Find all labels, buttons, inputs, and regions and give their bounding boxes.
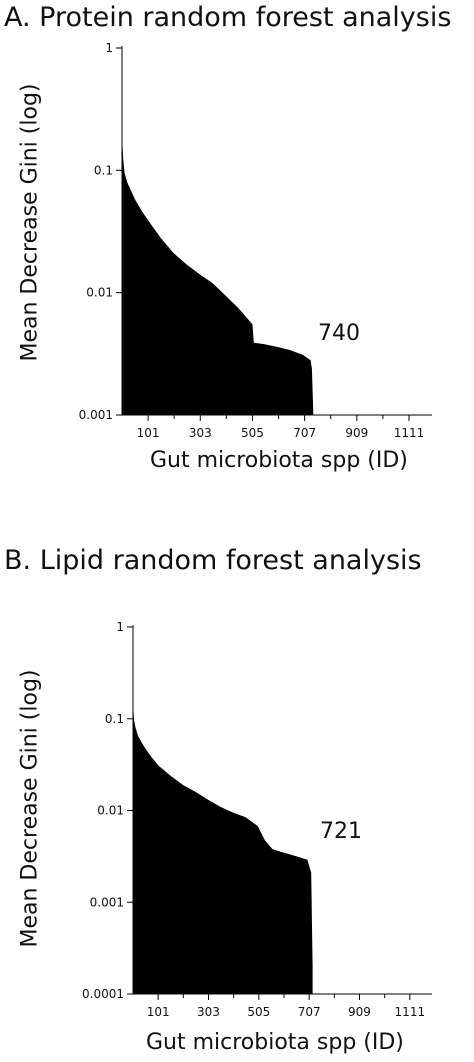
b-xtick-label: 707 <box>298 1005 321 1019</box>
b-xtick-label: 303 <box>197 1005 220 1019</box>
b-xtick-label: 1111 <box>395 1005 426 1019</box>
a-ytick-label: 0.1 <box>94 163 113 177</box>
a-xtick-label: 303 <box>189 426 212 440</box>
b-xtick-label: 505 <box>247 1005 270 1019</box>
a-ytick-label: 1 <box>105 41 113 55</box>
panel-a-title: A. Protein random forest analysis <box>4 2 452 33</box>
a-xtick-label: 909 <box>345 426 368 440</box>
b-area <box>133 700 313 994</box>
panel-a-xlabel: Gut microbiota spp (ID) <box>150 448 408 473</box>
a-xtick-label: 505 <box>241 426 264 440</box>
b-ytick-label: 0.1 <box>105 712 124 726</box>
b-ytick-label: 0.0001 <box>82 987 124 1001</box>
a-xtick-label: 1111 <box>394 426 425 440</box>
a-ytick-label: 0.001 <box>79 408 113 422</box>
a-area <box>122 121 314 415</box>
panel-b-title: B. Lipid random forest analysis <box>4 545 422 576</box>
a-count-annotation: 740 <box>318 321 360 346</box>
chart-b: 1 0.1 0.01 0.001 0.0001 101 303 505 707 909 1111 72… <box>82 620 432 1019</box>
a-ytick-label: 0.01 <box>86 286 113 300</box>
panel-b-xlabel: Gut microbiota spp (ID) <box>146 1030 404 1055</box>
chart-a: 1 0.1 0.01 0.001 101 303 505 707 909 1111 740 <box>79 41 432 440</box>
b-ytick-label: 1 <box>116 620 124 634</box>
b-xtick-label: 101 <box>147 1005 170 1019</box>
a-xtick-label: 707 <box>293 426 316 440</box>
b-count-annotation: 721 <box>320 819 362 844</box>
b-ytick-label: 0.001 <box>90 895 124 909</box>
a-xtick-label: 101 <box>137 426 160 440</box>
b-ytick-label: 0.01 <box>97 804 124 818</box>
b-xtick-label: 909 <box>348 1005 371 1019</box>
